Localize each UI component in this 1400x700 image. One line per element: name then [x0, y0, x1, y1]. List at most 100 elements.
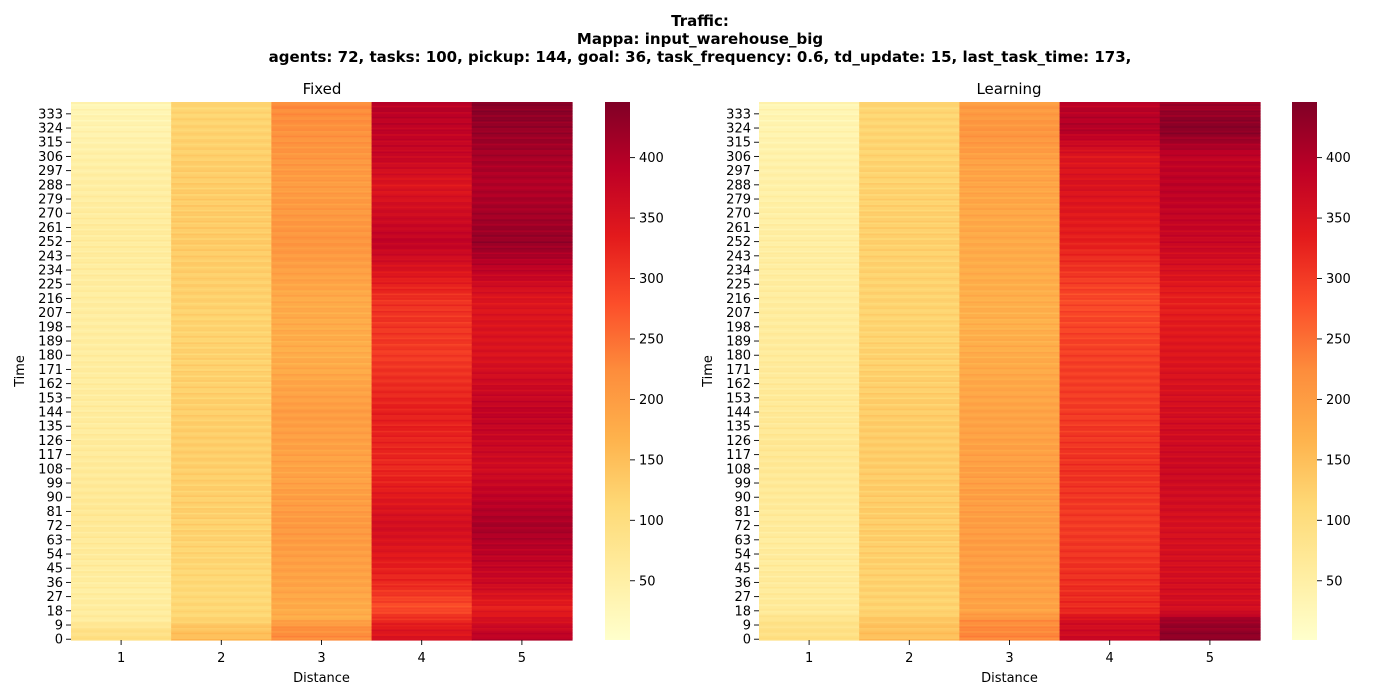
heatmap-cell — [759, 149, 860, 152]
heatmap-cell — [1059, 606, 1161, 610]
heatmap-cell — [471, 584, 573, 587]
heatmap-cell — [859, 373, 960, 376]
heatmap-cell — [859, 419, 960, 422]
heatmap-cell — [271, 305, 373, 308]
heatmap-cell — [371, 398, 473, 401]
heatmap-cell — [959, 210, 1061, 214]
heatmap-cell — [71, 537, 172, 540]
heatmap-cell — [759, 280, 860, 283]
heatmap-cell — [959, 387, 1061, 390]
heatmap-cell — [1159, 270, 1261, 273]
heatmap-cell — [171, 464, 272, 468]
y-tick-label: 333 — [38, 107, 63, 122]
heatmap-cell — [271, 202, 373, 206]
heatmap-cell — [171, 168, 272, 171]
heatmap-cell — [471, 513, 573, 516]
heatmap-cell — [759, 557, 860, 561]
heatmap-cell — [171, 363, 272, 367]
heatmap-cell — [1159, 444, 1261, 447]
heatmap-cell — [171, 557, 272, 561]
heatmap-cell — [71, 523, 172, 526]
heatmap-cell — [271, 166, 373, 169]
heatmap-cell — [859, 174, 960, 177]
heatmap-cell — [1159, 207, 1261, 210]
heatmap-cell — [859, 289, 960, 292]
heatmap-cell — [759, 204, 860, 207]
heatmap-cell — [71, 303, 172, 307]
heatmap-cell — [71, 245, 172, 248]
heatmap-cell — [171, 169, 272, 173]
heatmap-cell — [1159, 326, 1261, 329]
heatmap-cell — [371, 636, 473, 640]
heatmap-cell — [471, 475, 573, 479]
heatmap-cell — [1059, 543, 1161, 546]
heatmap-cell — [471, 152, 573, 155]
heatmap-cell — [371, 561, 473, 564]
y-tick-label: 153 — [38, 391, 63, 406]
heatmap-cell — [1159, 592, 1261, 595]
heatmap-cell — [471, 344, 573, 348]
heatmap-cell — [1159, 370, 1261, 373]
heatmap-cell — [759, 438, 860, 441]
heatmap-cell — [171, 381, 272, 384]
heatmap-cell — [759, 348, 860, 351]
heatmap-cell — [859, 108, 960, 111]
heatmap-cell — [271, 633, 373, 636]
heatmap-cell — [959, 108, 1061, 111]
heatmap-cell — [1159, 602, 1261, 605]
heatmap-cell — [471, 307, 573, 310]
heatmap-cell — [959, 458, 1061, 461]
heatmap-cell — [859, 477, 960, 480]
heatmap-cell — [1159, 523, 1261, 526]
heatmap-cell — [1159, 403, 1261, 406]
heatmap-cell — [1059, 573, 1161, 576]
heatmap-cell — [959, 217, 1061, 220]
heatmap-cell — [859, 195, 960, 198]
heatmap-cell — [171, 182, 272, 185]
heatmap-cell — [759, 127, 860, 130]
heatmap-cell — [171, 610, 272, 613]
heatmap-cell — [271, 343, 373, 346]
heatmap-cell — [371, 619, 473, 622]
heatmap-cell — [471, 498, 573, 501]
heatmap-cell — [1059, 133, 1161, 136]
heatmap-cell — [371, 289, 473, 292]
heatmap-cell — [71, 340, 172, 343]
heatmap-cell — [71, 403, 172, 406]
heatmap-cell — [1159, 218, 1261, 221]
heatmap-cell — [171, 513, 272, 516]
heatmap-cell — [271, 572, 373, 575]
heatmap-cell — [1159, 344, 1261, 348]
heatmap-cell — [371, 633, 473, 636]
heatmap-cell — [371, 277, 473, 280]
heatmap-cell — [371, 498, 473, 501]
heatmap-cell — [959, 630, 1061, 633]
heatmap-cell — [371, 226, 473, 229]
y-tick-label: 252 — [726, 235, 751, 250]
heatmap-cell — [271, 567, 373, 570]
heatmap-cell — [1059, 520, 1161, 523]
heatmap-cell — [471, 105, 573, 108]
heatmap-cell — [471, 494, 573, 498]
heatmap-cell — [71, 157, 172, 160]
heatmap-cell — [959, 472, 1061, 475]
heatmap-cell — [859, 247, 960, 250]
heatmap-cell — [1059, 338, 1161, 341]
heatmap-cell — [71, 614, 172, 617]
heatmap-cell — [859, 627, 960, 630]
heatmap-cell — [859, 185, 960, 188]
heatmap-cell — [859, 433, 960, 436]
heatmap-cell — [1159, 464, 1261, 468]
heatmap-cell — [371, 303, 473, 307]
heatmap-cell — [959, 540, 1061, 543]
heatmap-cell — [371, 258, 473, 261]
heatmap-cell — [759, 633, 860, 636]
heatmap-cell — [959, 236, 1061, 239]
heatmap-cell — [171, 333, 272, 337]
heatmap-cell — [171, 515, 272, 518]
heatmap-cell — [171, 191, 272, 195]
heatmap-cell — [859, 193, 960, 196]
heatmap-cell — [1059, 624, 1161, 627]
heatmap-cell — [471, 120, 573, 124]
heatmap-cell — [471, 539, 573, 542]
